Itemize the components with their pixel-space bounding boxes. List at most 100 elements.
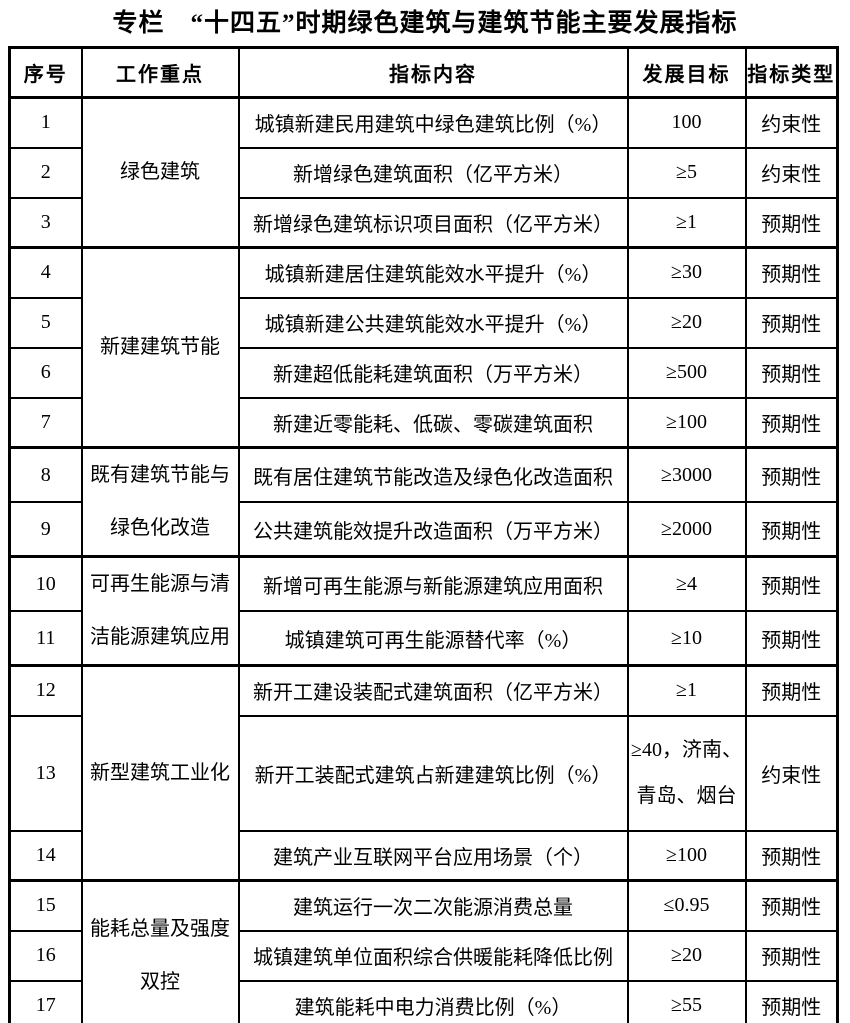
table-row: 11 城镇建筑可再生能源替代率（%） ≥10 预期性 — [8, 610, 839, 667]
cell-no: 11 — [8, 610, 83, 667]
table-row: 6 新建超低能耗建筑面积（万平方米） ≥500 预期性 — [8, 346, 839, 399]
cell-type: 预期性 — [744, 879, 839, 932]
indicator-text: 新增可再生能源与新能源建筑应用面积 — [263, 575, 603, 598]
cell-content: 新增绿色建筑面积（亿平方米） — [237, 146, 629, 199]
table-row: 9 公共建筑能效提升改造面积（万平方米） ≥2000 预期性 — [8, 501, 839, 558]
cell-target: ≥10 — [626, 610, 747, 667]
cell-type: 预期性 — [744, 346, 839, 399]
cell-no: 6 — [8, 346, 83, 399]
cell-no: 14 — [8, 829, 83, 882]
table-row: 10 可再生能源与清 洁能源建筑应用 新增可再生能源与新能源建筑应用面积 ≥4 … — [8, 555, 839, 667]
header-content: 指标内容 — [237, 46, 629, 99]
cell-type: 约束性 — [744, 146, 839, 199]
cell-content: 新建近零能耗、低碳、零碳建筑面积 — [237, 396, 629, 449]
indicator-text: 建筑能耗中电力消费比例（%） — [294, 996, 572, 1019]
indicator-text: 新建超低能耗建筑面积（万平方米） — [273, 364, 593, 386]
table-row: 4 新建建筑节能 城镇新建居住建筑能效水平提升（%） ≥30 预期性 — [8, 246, 839, 449]
focus-label: 绿色化改造 — [110, 517, 210, 539]
cell-no: 7 — [8, 396, 83, 449]
header-no: 序号 — [8, 46, 83, 99]
cell-focus: 新建建筑节能 — [80, 246, 240, 449]
cell-type: 预期性 — [744, 555, 839, 612]
cell-type: 预期性 — [744, 664, 839, 717]
cell-target: ≥30 — [626, 246, 747, 299]
indicator-text: 公共建筑能效提升改造面积（万平方米） — [253, 520, 613, 543]
target-line: 青岛、烟台 — [636, 784, 737, 807]
cell-content: 建筑运行一次二次能源消费总量 — [237, 879, 629, 932]
table-row: 5 城镇新建公共建筑能效水平提升（%） ≥20 预期性 — [8, 296, 839, 349]
cell-target: ≥100 — [626, 396, 747, 449]
cell-focus: 既有建筑节能与 绿色化改造 — [80, 446, 240, 558]
cell-content: 新增可再生能源与新能源建筑应用面积 — [237, 555, 629, 612]
cell-type: 预期性 — [744, 246, 839, 299]
table-row: 3 新增绿色建筑标识项目面积（亿平方米） ≥1 预期性 — [8, 196, 839, 249]
cell-type: 预期性 — [744, 829, 839, 882]
cell-no: 3 — [8, 196, 83, 249]
cell-type: 预期性 — [744, 196, 839, 249]
cell-no: 2 — [8, 146, 83, 199]
cell-focus: 绿色建筑 — [80, 96, 240, 249]
focus-label: 绿色建筑 — [120, 161, 200, 183]
cell-type: 预期性 — [744, 610, 839, 667]
cell-content: 建筑产业互联网平台应用场景（个） — [237, 829, 629, 882]
cell-target: ≥40，济南、 青岛、烟台 ≥50 — [626, 714, 747, 832]
cell-no: 5 — [8, 296, 83, 349]
cell-target: ≥4 — [626, 555, 747, 612]
table-row: 13 新开工装配式建筑占新建建筑比例（%） ≥40，济南、 青岛、烟台 ≥50 … — [8, 714, 839, 832]
table-row: 2 新增绿色建筑面积（亿平方米） ≥5 约束性 — [8, 146, 839, 199]
cell-no: 16 — [8, 929, 83, 982]
cell-type: 约束性 — [744, 96, 839, 149]
cell-no: 10 — [8, 555, 83, 612]
header-row: 序号 工作重点 指标内容 发展目标 指标类型 — [8, 46, 839, 99]
cell-content: 既有居住建筑节能改造及绿色化改造面积 — [237, 446, 629, 503]
indicator-text: 新开工建设装配式建筑面积（亿平方米） — [253, 682, 613, 705]
target-line: ≥40，济南、 — [631, 738, 742, 761]
cell-target: 100 — [626, 96, 747, 149]
cell-target: ≥20 — [626, 296, 747, 349]
cell-content: 城镇新建民用建筑中绿色建筑比例（%） — [237, 96, 629, 149]
table-row: 7 新建近零能耗、低碳、零碳建筑面积 ≥100 预期性 — [8, 396, 839, 449]
table-row: 15 能耗总量及强度 双控 建筑运行一次二次能源消费总量 ≤0.95 预期性 — [8, 879, 839, 1023]
table-row: 16 城镇建筑单位面积综合供暖能耗降低比例 ≥20 预期性 — [8, 929, 839, 982]
indicator-text: 建筑运行一次二次能源消费总量 — [293, 897, 573, 920]
cell-content: 新开工装配式建筑占新建建筑比例（%） — [237, 714, 629, 832]
cell-content: 公共建筑能效提升改造面积（万平方米） — [237, 501, 629, 558]
cell-target: ≥1 — [626, 664, 747, 717]
cell-type: 约束性 — [744, 714, 839, 832]
focus-label: 洁能源建筑应用 — [90, 626, 230, 648]
cell-focus: 新型建筑工业化 — [80, 664, 240, 882]
header-focus: 工作重点 — [80, 46, 240, 99]
focus-label: 可再生能源与清 — [90, 573, 230, 595]
cell-target: ≥2000 — [626, 501, 747, 558]
cell-no: 1 — [8, 96, 83, 149]
indicator-text: 城镇建筑单位面积综合供暖能耗降低比例 — [253, 947, 613, 969]
header-target: 发展目标 — [626, 46, 747, 99]
table-row: 1 绿色建筑 城镇新建民用建筑中绿色建筑比例（%） 100 约束性 — [8, 96, 839, 249]
header-type: 指标类型 — [744, 46, 839, 99]
indicator-text: 城镇新建居住建筑能效水平提升（%） — [264, 264, 602, 287]
cell-target: ≥5 — [626, 146, 747, 199]
indicator-text: 既有居住建筑节能改造及绿色化改造面积 — [253, 466, 613, 489]
cell-no: 12 — [8, 664, 83, 717]
cell-no: 4 — [8, 246, 83, 299]
cell-type: 预期性 — [744, 929, 839, 982]
table-row: 8 既有建筑节能与 绿色化改造 既有居住建筑节能改造及绿色化改造面积 ≥3000… — [8, 446, 839, 558]
table-row: 12 新型建筑工业化 新开工建设装配式建筑面积（亿平方米） ≥1 预期性 — [8, 664, 839, 882]
cell-type: 预期性 — [744, 396, 839, 449]
page-title: 专栏 “十四五”时期绿色建筑与建筑节能主要发展指标 — [112, 10, 738, 37]
table-row: 17 建筑能耗中电力消费比例（%） ≥55 预期性 — [8, 979, 839, 1023]
cell-target: ≥20 — [626, 929, 747, 982]
indicator-text: 建筑产业互联网平台应用场景（个） — [273, 846, 593, 869]
cell-type: 预期性 — [744, 501, 839, 558]
focus-label: 双控 — [140, 970, 180, 993]
target-line-clipped: ≥50 — [630, 819, 744, 829]
cell-no: 8 — [8, 446, 83, 503]
table-row: 14 建筑产业互联网平台应用场景（个） ≥100 预期性 — [8, 829, 839, 882]
cell-focus: 可再生能源与清 洁能源建筑应用 — [80, 555, 240, 667]
cell-target: ≥500 — [626, 346, 747, 399]
cell-no: 17 — [8, 979, 83, 1023]
cell-focus: 能耗总量及强度 双控 — [80, 879, 240, 1023]
cell-target: ≥1 — [626, 196, 747, 249]
indicator-text: 新增绿色建筑面积（亿平方米） — [293, 164, 573, 186]
cell-type: 预期性 — [744, 446, 839, 503]
